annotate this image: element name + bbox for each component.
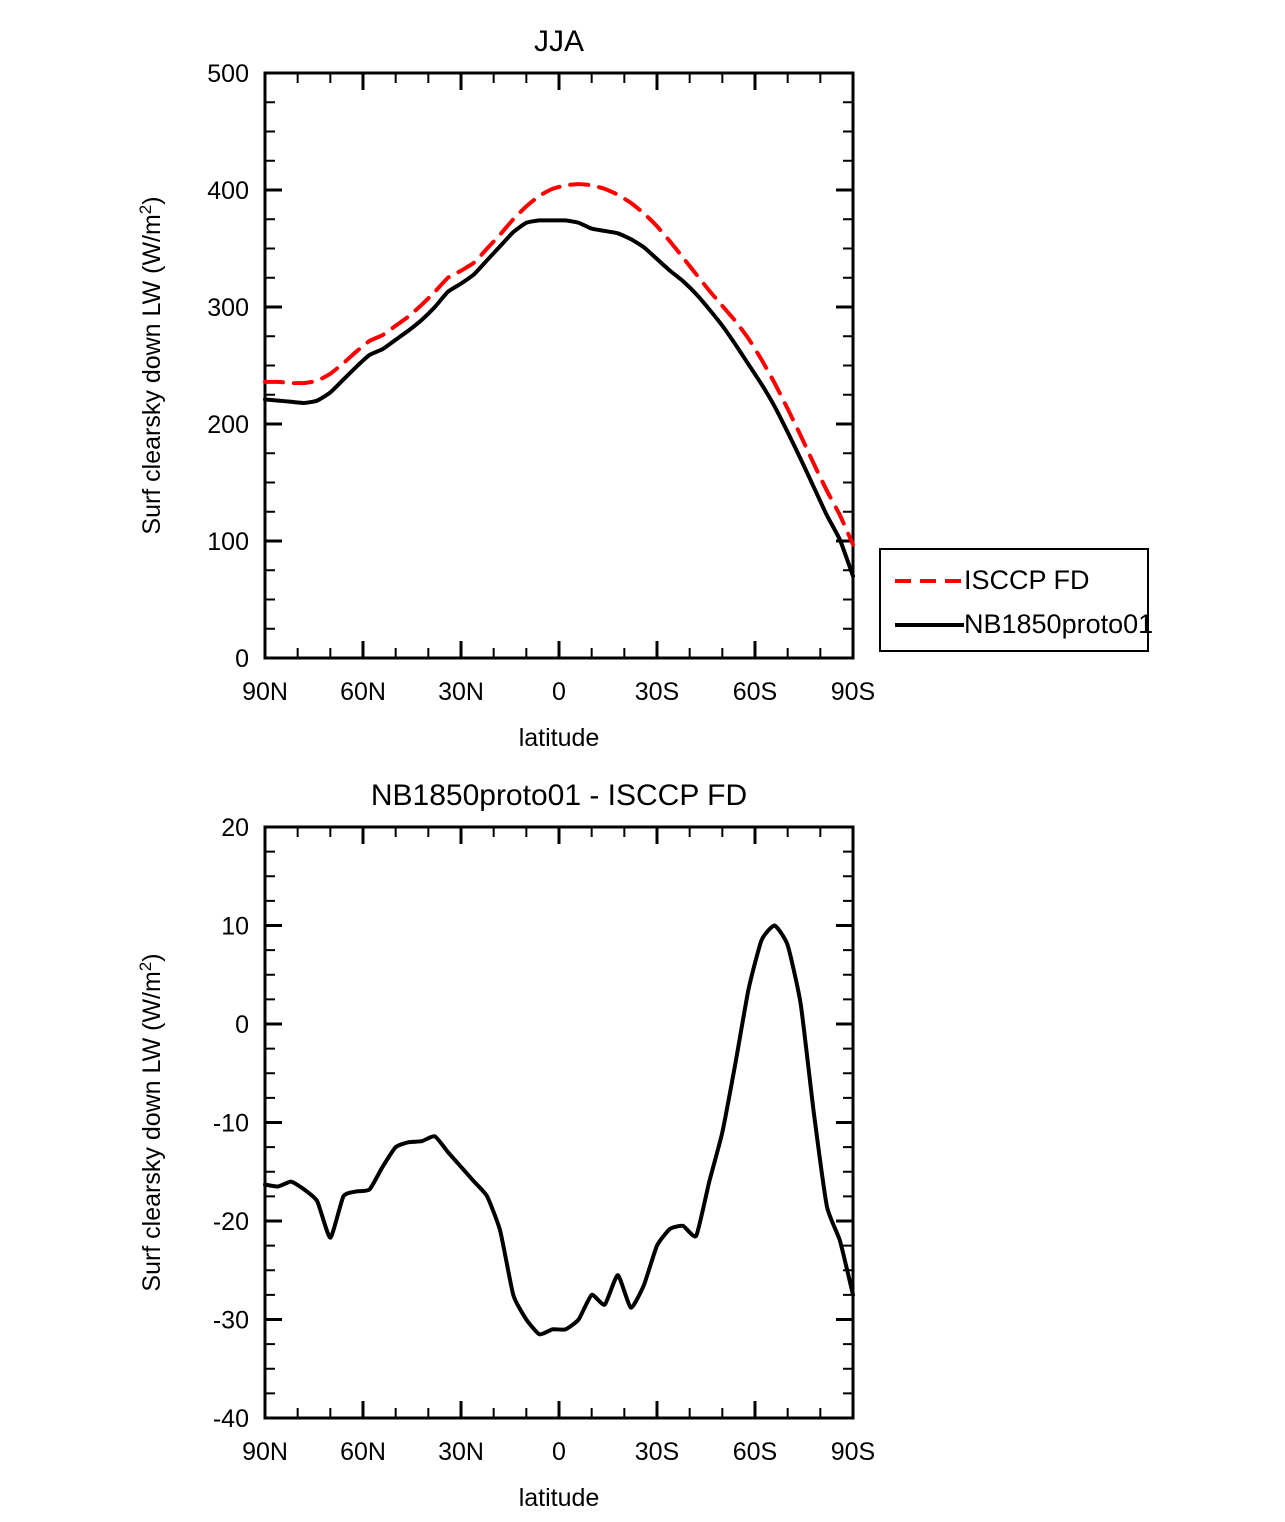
y-tick-label: 0: [235, 1011, 249, 1039]
x-axis-label-top: latitude: [519, 724, 600, 752]
panel-bottom: NB1850proto01 - ISCCP FD -40 -30 -20 -10 0 10 2…: [136, 779, 875, 1512]
series-line-nb1850proto01: [263, 218, 855, 579]
x-tick-label: 60N: [340, 1438, 386, 1466]
y-tick-label: 200: [207, 411, 249, 439]
x-tick-label: 30N: [438, 1438, 484, 1466]
x-tick-label: 30N: [438, 678, 484, 706]
x-tick-label: 90S: [831, 678, 875, 706]
y-axis-label-text: Surf clearsky down LW (W/m: [138, 971, 166, 1291]
x-tick-label: 60S: [733, 1438, 777, 1466]
y-axis-label-superscript: 2: [136, 962, 155, 971]
x-tick-label: 60N: [340, 678, 386, 706]
y-axis-label-text: Surf clearsky down LW (W/m: [138, 214, 166, 534]
y-axis-label-bottom: Surf clearsky down LW (W/m2): [136, 953, 166, 1291]
y-tick-label: 400: [207, 177, 249, 205]
y-tick-label: -40: [213, 1405, 249, 1433]
x-tick-label: 30S: [635, 1438, 679, 1466]
x-tick-label: 90N: [242, 1438, 288, 1466]
legend-label-0: ISCCP FD: [964, 565, 1090, 595]
y-tick-label: 100: [207, 528, 249, 556]
x-tick-label: 90N: [242, 678, 288, 706]
x-tick-label: 30S: [635, 678, 679, 706]
x-tick-label: 60S: [733, 678, 777, 706]
panel-top: JJA 0 100 200 300 400 500 90N 60N 30N 0 30S 60S 90S la…: [136, 25, 1153, 752]
y-tick-label: 0: [235, 645, 249, 673]
y-tick-label: 500: [207, 60, 249, 88]
y-tick-label: -20: [213, 1208, 249, 1236]
x-tick-label: 0: [552, 678, 566, 706]
x-tick-label: 0: [552, 1438, 566, 1466]
x-tick-label: 90S: [831, 1438, 875, 1466]
y-axis-label-top: Surf clearsky down LW (W/m2): [136, 196, 166, 534]
y-tick-label: 300: [207, 294, 249, 322]
y-tick-label: -30: [213, 1307, 249, 1335]
legend-label-1: NB1850proto01: [964, 609, 1153, 639]
y-axis-label-tail: ): [138, 196, 166, 204]
legend-box: [879, 548, 1149, 652]
panel-title-top: JJA: [534, 25, 584, 58]
y-axis-label-tail: ): [138, 953, 166, 961]
y-axis-label-superscript: 2: [136, 205, 155, 214]
legend-top: ISCCP FD NB1850proto01: [879, 548, 1153, 652]
y-tick-label: 10: [221, 913, 249, 941]
y-tick-label: -10: [213, 1110, 249, 1138]
panel-title-bottom: NB1850proto01 - ISCCP FD: [371, 779, 747, 812]
series-line-nb1850proto01-isccp-fd: [263, 923, 855, 1337]
x-axis-label-bottom: latitude: [519, 1484, 600, 1512]
series-line-isccp-fd: [263, 182, 855, 547]
y-tick-label: 20: [221, 814, 249, 842]
